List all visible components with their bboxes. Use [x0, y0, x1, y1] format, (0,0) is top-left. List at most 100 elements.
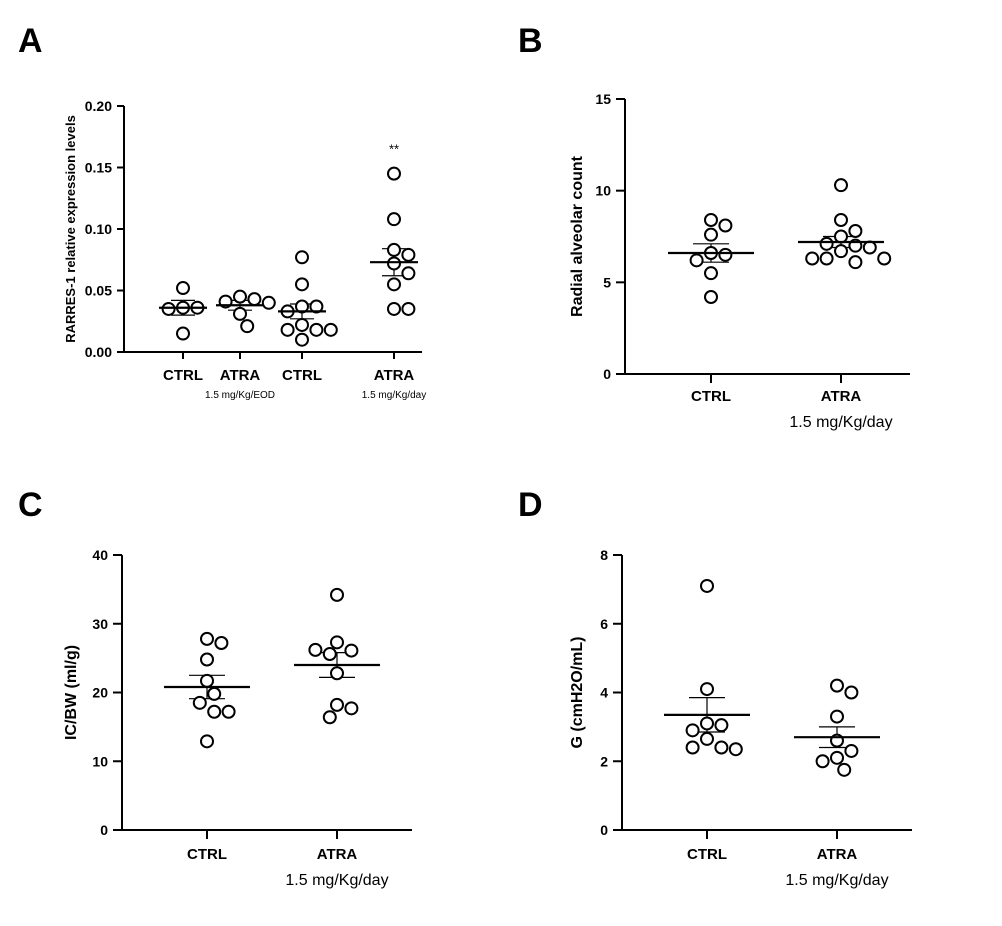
x-category-sublabel: 1.5 mg/Kg/day: [789, 414, 892, 431]
data-point: [207, 686, 222, 701]
y-tick-label: 20: [92, 685, 108, 701]
data-point: [176, 326, 190, 341]
data-point: [834, 229, 848, 244]
data-point: [221, 704, 236, 719]
data-point: [200, 734, 214, 749]
panel-a-plot: 0.00 0.05 0.10 0.15 0.20 RARRES-1 relative ex…: [63, 98, 426, 401]
data-point: [401, 266, 416, 281]
significance-label: **: [389, 142, 399, 157]
x-category-label: ATRA: [220, 367, 261, 384]
data-point: [387, 256, 401, 271]
y-tick-label: 0.20: [85, 98, 112, 114]
data-point: [704, 227, 718, 242]
x-category-label: CTRL: [691, 388, 731, 405]
data-point: [344, 701, 359, 716]
x-category-sublabel: 1.5 mg/Kg/day: [362, 390, 426, 401]
data-point: [685, 723, 700, 738]
data-point: [401, 301, 416, 316]
x-category-label: ATRA: [821, 388, 862, 405]
y-tick-label: 6: [600, 616, 608, 632]
data-point: [401, 247, 416, 262]
data-point: [704, 290, 718, 304]
y-axis-label: Radial alveolar count: [569, 155, 586, 317]
x-category-label: ATRA: [817, 846, 858, 863]
y-tick-label: 0.10: [85, 221, 112, 237]
y-tick-label: 10: [92, 753, 108, 769]
data-point: [308, 642, 323, 657]
x-category-sublabel: 1.5 mg/Kg/day: [285, 872, 388, 889]
data-point: [685, 740, 700, 755]
y-tick-label: 0.00: [85, 344, 112, 360]
data-point: [844, 743, 859, 758]
data-point: [830, 678, 844, 693]
data-point: [387, 166, 401, 181]
panel-letter-c: C: [18, 486, 43, 524]
data-point: [214, 636, 229, 650]
data-point: [200, 631, 214, 646]
data-point: [819, 236, 834, 251]
data-point: [240, 319, 255, 334]
data-point: [704, 213, 718, 227]
data-point: [805, 251, 820, 266]
data-point: [322, 647, 337, 661]
data-point: [718, 247, 733, 262]
data-point: [247, 292, 262, 307]
data-point: [704, 266, 718, 281]
x-category-label: CTRL: [687, 846, 727, 863]
y-tick-label: 5: [603, 274, 611, 290]
data-point: [700, 578, 714, 593]
y-tick-label: 15: [595, 91, 611, 107]
data-point: [233, 289, 247, 304]
data-point: [330, 587, 344, 602]
data-point: [848, 255, 863, 270]
data-point: [728, 742, 743, 757]
data-point: [848, 224, 863, 238]
data-point: [700, 682, 714, 697]
panel-letter-b: B: [518, 22, 543, 60]
panel-d-plot: 0 2 4 6 8 G (cmH2O/mL) CTRL ATRA 1.5 mg/Kg/day: [569, 547, 912, 889]
data-point: [176, 281, 190, 296]
data-point: [387, 277, 401, 292]
data-point: [295, 332, 309, 347]
data-point: [700, 716, 714, 731]
x-category-sublabel: 1.5 mg/Kg/EOD: [205, 390, 275, 401]
y-tick-label: 2: [600, 753, 608, 769]
data-point: [295, 317, 309, 332]
panel-letter-a: A: [18, 22, 43, 60]
data-point: [837, 762, 852, 777]
y-tick-label: 0: [100, 822, 108, 838]
data-point: [834, 213, 848, 227]
data-point: [834, 178, 848, 193]
data-point: [830, 750, 844, 765]
data-point: [830, 709, 844, 724]
y-tick-label: 30: [92, 616, 108, 632]
y-tick-label: 0.15: [85, 160, 112, 176]
x-category-label: CTRL: [187, 846, 227, 863]
y-axis-label: G (cmH2O/mL): [569, 636, 586, 748]
x-category-label: ATRA: [317, 846, 358, 863]
data-point: [844, 685, 859, 700]
data-point: [330, 635, 344, 650]
y-tick-label: 10: [595, 183, 611, 199]
panel-letter-d: D: [518, 486, 543, 524]
y-tick-label: 0: [600, 822, 608, 838]
y-tick-label: 4: [600, 685, 608, 701]
data-point: [322, 710, 337, 725]
y-axis-label: RARRES-1 relative expression levels: [63, 115, 78, 343]
y-axis-label: IC/BW (ml/g): [63, 645, 80, 740]
y-tick-label: 0: [603, 366, 611, 382]
x-category-label: ATRA: [374, 367, 415, 384]
data-point: [387, 242, 401, 257]
y-tick-label: 40: [92, 547, 108, 563]
data-point: [280, 322, 295, 337]
data-point: [689, 253, 704, 268]
data-point: [387, 212, 401, 227]
data-point: [344, 643, 359, 658]
panel-b-plot: 0 5 10 15 Radial alveolar count CTRL ATRA 1.5 m…: [569, 91, 910, 431]
data-point: [718, 218, 733, 233]
x-category-sublabel: 1.5 mg/Kg/day: [785, 872, 888, 889]
panel-c-plot: 0 10 20 30 40 IC/BW (ml/g) CTRL ATRA 1.5 mg/Kg/d…: [63, 547, 412, 889]
data-point: [700, 731, 714, 746]
data-point: [233, 306, 247, 321]
